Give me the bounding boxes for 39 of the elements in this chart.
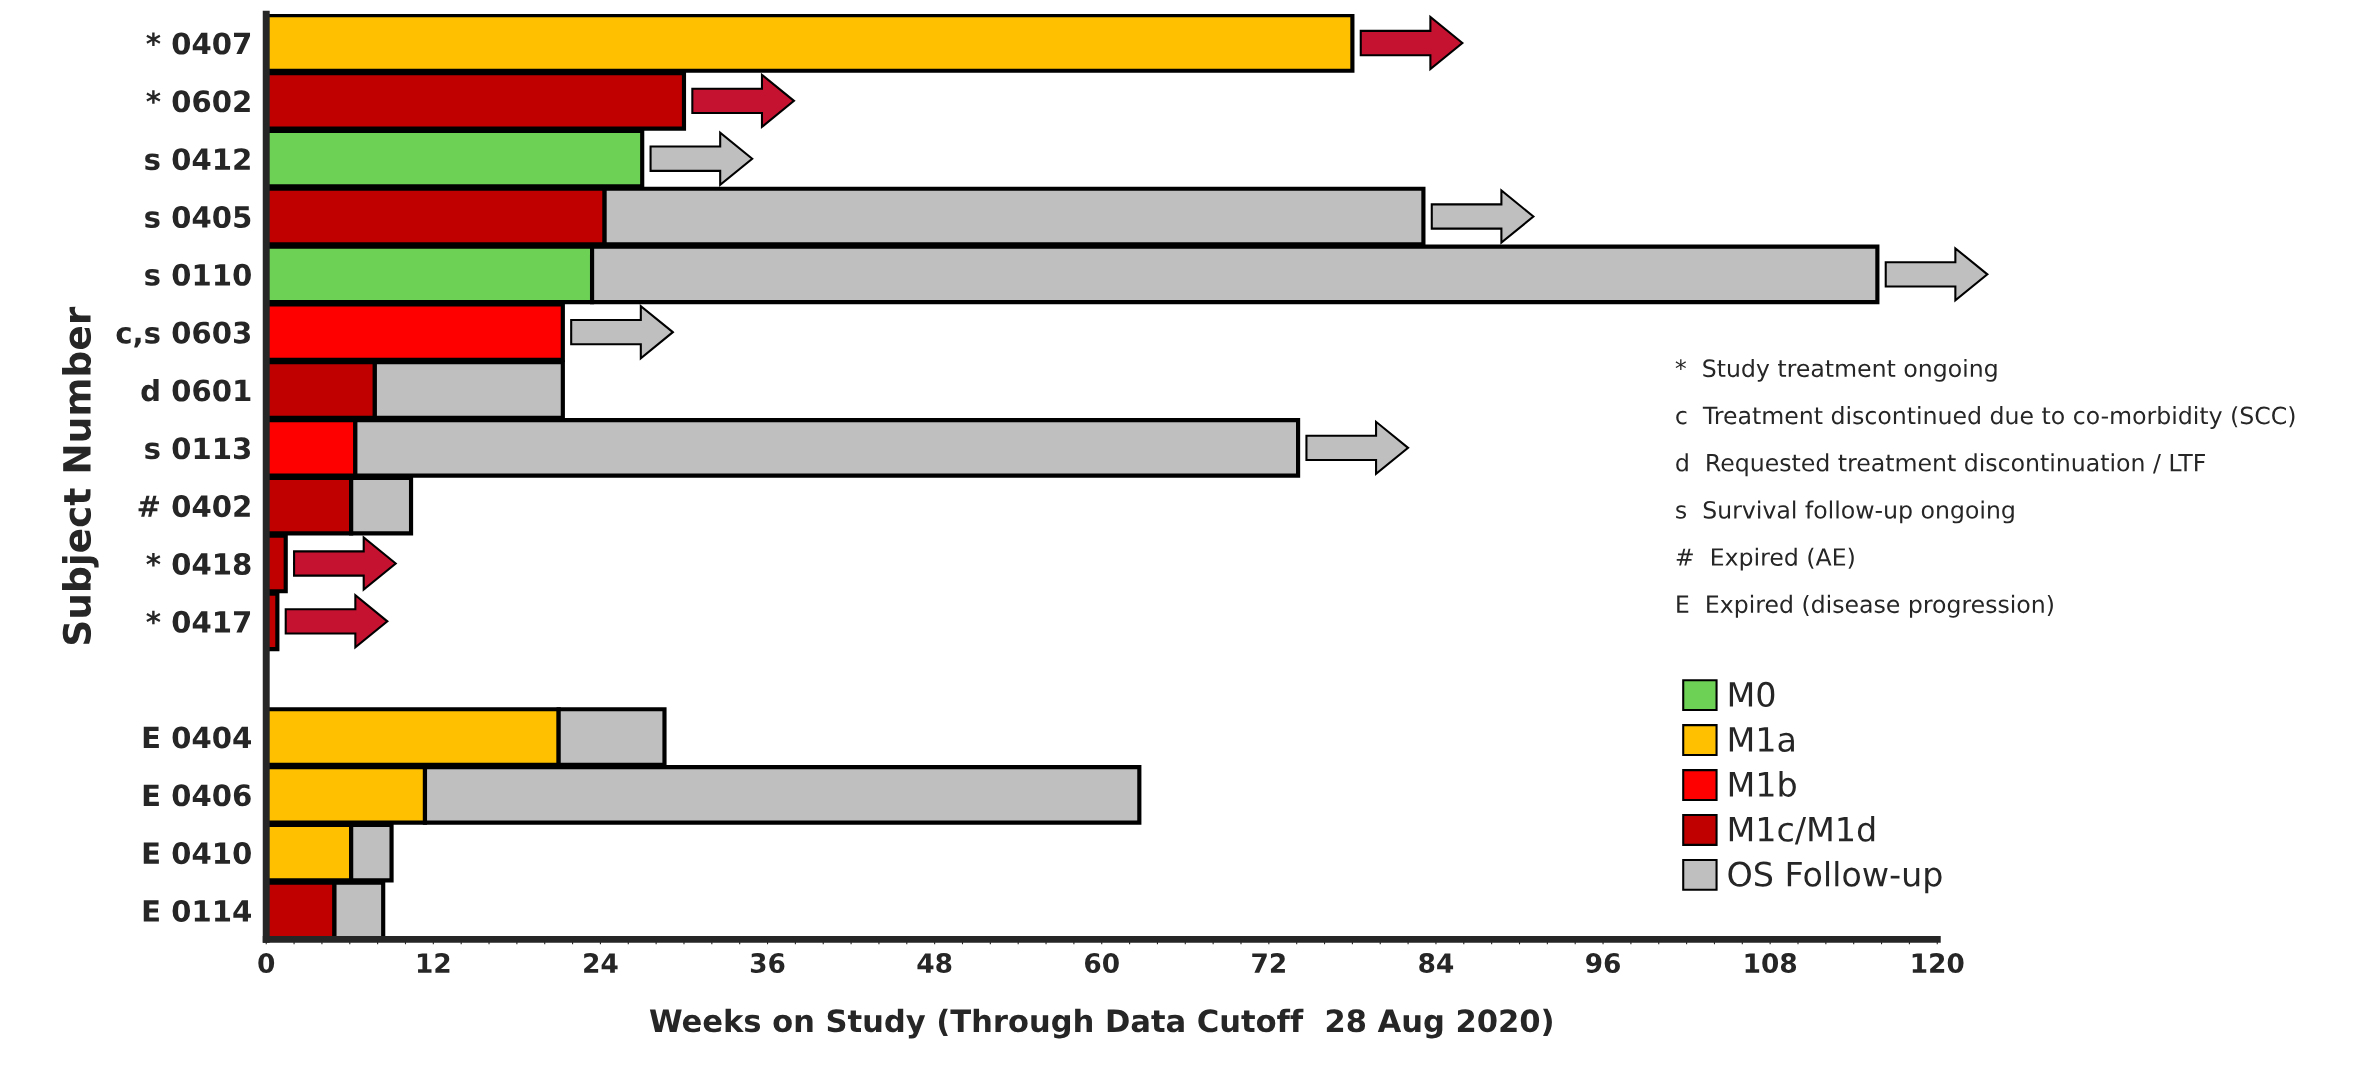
y-tick-label: s 0113 bbox=[145, 437, 251, 460]
y-axis-title: Subject Number bbox=[62, 306, 99, 645]
legend-label: M0 bbox=[1729, 681, 1775, 708]
x-tick-label: 96 bbox=[1586, 953, 1620, 974]
annotation: d Requested treatment discontinuation / LTF bbox=[1676, 453, 2205, 477]
annotation: s Survival follow-up ongoing bbox=[1676, 500, 2014, 524]
y-tick-label: s 0412 bbox=[145, 148, 250, 171]
x-tick-label: 60 bbox=[1085, 953, 1119, 974]
y-tick-label: s 0405 bbox=[145, 205, 251, 229]
x-tick-label: 24 bbox=[584, 953, 618, 973]
x-tick-label: 120 bbox=[1912, 953, 1964, 974]
x-axis-title: Weeks on Study (Through Data Cutoff 28 Aug 2020) bbox=[649, 1008, 1552, 1039]
legend-label: M1b bbox=[1729, 771, 1796, 797]
x-tick-label: 36 bbox=[750, 953, 785, 974]
y-tick-label: E 0404 bbox=[143, 726, 251, 749]
annotation: * Study treatment ongoing bbox=[1675, 358, 1997, 382]
y-tick-label: E 0410 bbox=[143, 842, 251, 865]
x-tick-label: 48 bbox=[917, 953, 952, 974]
annotation: # Expired (AE) bbox=[1676, 547, 1854, 571]
x-tick-label: 12 bbox=[417, 953, 450, 973]
y-tick-label: d 0601 bbox=[141, 378, 251, 402]
y-tick-label: * 0417 bbox=[146, 610, 251, 633]
legend-label: OS Follow-up bbox=[1728, 860, 1942, 894]
annotation: c Treatment discontinued due to co-morbidity (SCC) bbox=[1676, 406, 2295, 429]
y-tick-label: E 0406 bbox=[143, 784, 251, 807]
y-tick-label: E 0114 bbox=[143, 899, 251, 922]
y-tick-label: # 0402 bbox=[138, 495, 250, 518]
x-tick-label: 72 bbox=[1252, 953, 1285, 973]
legend-label: M1c/M1d bbox=[1729, 816, 1875, 845]
x-tick-label: 84 bbox=[1419, 953, 1454, 974]
y-tick-label: c,s 0603 bbox=[116, 321, 251, 348]
annotation: E Expired (disease progression) bbox=[1677, 594, 2053, 618]
y-tick-label: * 0407 bbox=[146, 32, 251, 55]
legend-label: M1a bbox=[1729, 727, 1794, 752]
y-tick-label: * 0418 bbox=[146, 552, 251, 575]
y-tick-label: s 0110 bbox=[145, 263, 251, 286]
x-tick-label: 0 bbox=[258, 953, 275, 974]
x-tick-label: 108 bbox=[1745, 953, 1797, 974]
y-tick-label: * 0602 bbox=[146, 90, 250, 113]
